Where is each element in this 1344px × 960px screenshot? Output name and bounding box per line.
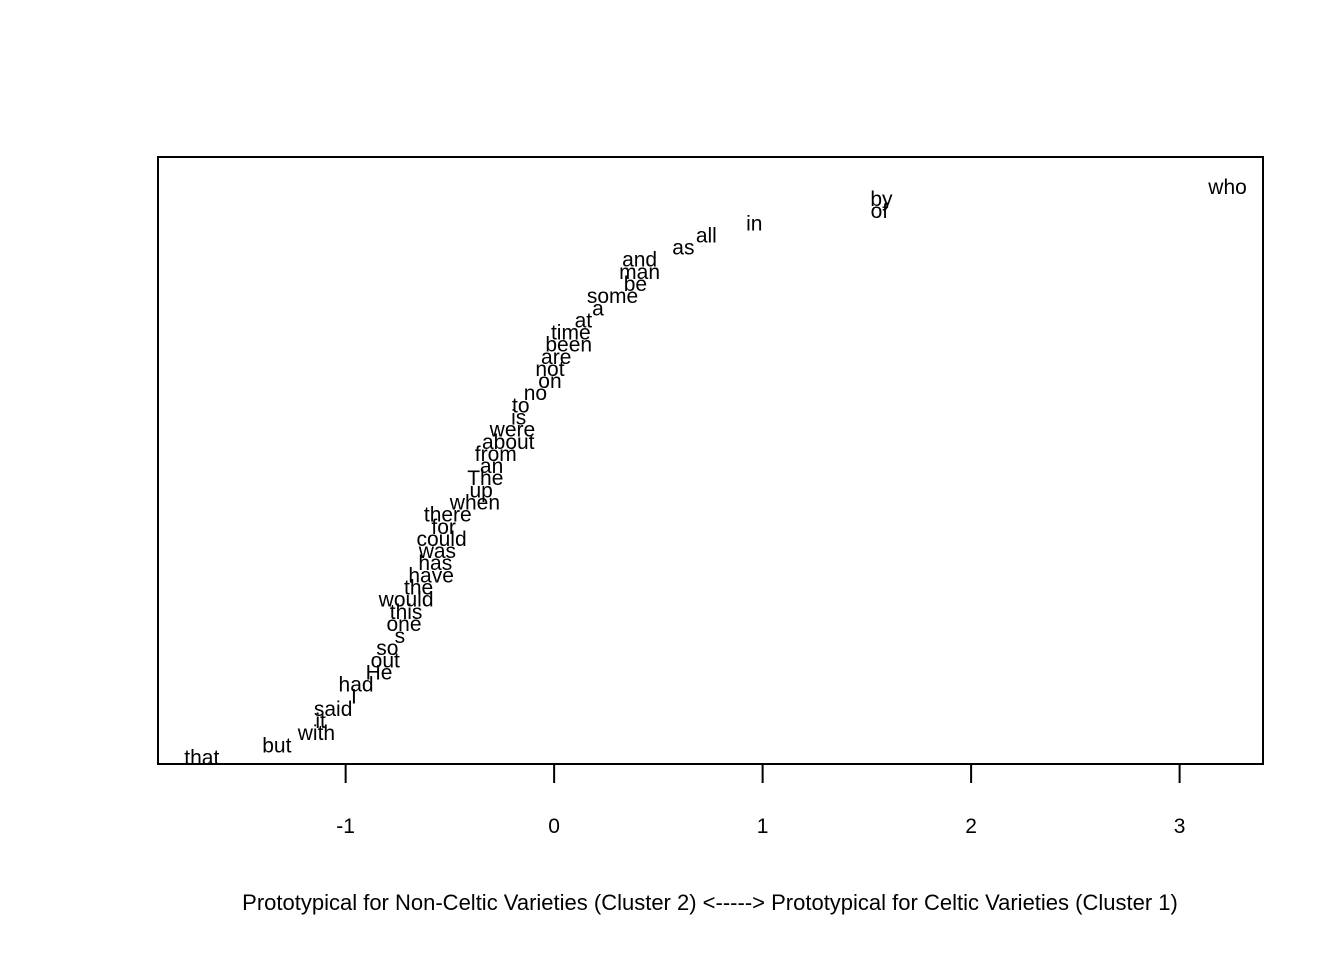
word-point: it	[315, 710, 326, 733]
word-labels: that butwithitsaidIhadHeoutsosonethiswoul…	[184, 176, 1247, 770]
word-point: is	[511, 407, 526, 430]
word-point: has	[418, 552, 452, 575]
word-point: no	[524, 382, 547, 405]
word-point: who	[1207, 176, 1247, 199]
x-tick-label: 0	[548, 815, 560, 838]
word-point: at	[575, 309, 593, 332]
word-point: for	[431, 516, 456, 539]
word-point: one	[386, 613, 421, 636]
word-point: by	[870, 188, 893, 211]
word-point: in	[746, 212, 762, 235]
x-tick-label: 2	[965, 815, 977, 838]
word-point: when	[449, 491, 500, 514]
word-point: a	[592, 297, 604, 320]
word-point: I	[351, 686, 357, 709]
word-point: all	[696, 224, 717, 247]
word-point: had	[339, 674, 374, 697]
word-point: the	[404, 576, 433, 599]
word-point: be	[624, 273, 647, 296]
word-point: an	[480, 455, 503, 478]
word-point: on	[538, 370, 561, 393]
word-point: would	[378, 589, 434, 612]
x-tick-label: 1	[757, 815, 769, 838]
word-point: not	[535, 358, 564, 381]
word-point: with	[297, 722, 335, 745]
word-point: were	[489, 419, 536, 442]
word-point: of	[871, 200, 889, 223]
word-point: s	[395, 625, 406, 648]
word-point: man	[619, 261, 660, 284]
word-point: that	[184, 746, 219, 769]
x-axis-title: Prototypical for Non-Celtic Varieties (C…	[242, 890, 1178, 915]
word-point: The	[467, 467, 503, 490]
word-point: are	[541, 346, 571, 369]
word-point: as	[672, 237, 694, 260]
word-point: time	[551, 322, 591, 345]
word-point: about	[482, 431, 535, 454]
word-point: this	[390, 601, 423, 624]
word-point: and	[622, 249, 657, 272]
word-point: but	[262, 734, 291, 757]
word-point: up	[469, 479, 492, 502]
x-tick-label: -1	[336, 815, 355, 838]
word-point: from	[475, 443, 517, 466]
word-point: have	[408, 564, 454, 587]
word-point: been	[545, 334, 592, 357]
word-point: said	[314, 698, 353, 721]
word-point: out	[371, 649, 400, 672]
word-point: could	[416, 528, 466, 551]
plot-frame	[157, 156, 1264, 765]
word-point: some	[587, 285, 638, 308]
x-axis: -1 0 1 2 3	[336, 763, 1186, 838]
word-point: to	[512, 394, 530, 417]
word-point: there	[424, 504, 472, 527]
word-point: was	[418, 540, 456, 563]
word-point: so	[376, 637, 398, 660]
word-point: He	[366, 661, 393, 684]
x-tick-label: 3	[1174, 815, 1186, 838]
